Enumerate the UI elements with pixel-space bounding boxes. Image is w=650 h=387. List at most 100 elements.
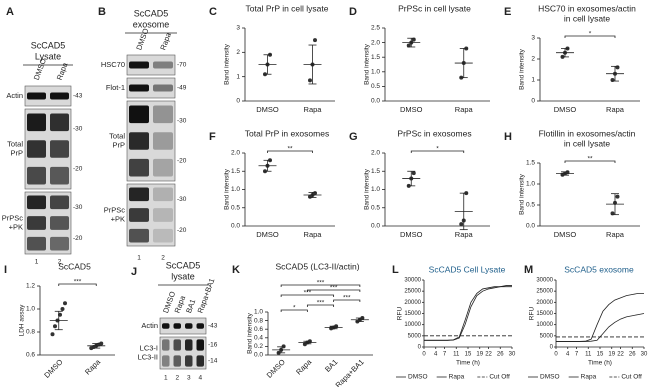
legend-label: Cut Off	[621, 374, 642, 381]
mw-marker: -30	[177, 118, 187, 125]
y-axis-label: Band intensity	[247, 312, 254, 354]
significance-bracket	[280, 294, 335, 297]
mw-marker: -30	[73, 126, 83, 133]
band	[162, 323, 170, 329]
y-tick-label: 10000	[536, 322, 553, 328]
y-tick-label: 1.5	[371, 168, 380, 175]
x-tick-label: 15	[465, 352, 472, 358]
mw-marker: -43	[73, 93, 83, 100]
lane-number: 2	[58, 259, 62, 266]
significance-label: *	[293, 305, 296, 312]
y-axis-label: Band intensity	[364, 43, 371, 85]
x-tick-label: DMSO	[265, 357, 287, 379]
y-tick-label: 1.0	[371, 69, 380, 76]
band	[129, 208, 149, 222]
chart-title: HSC70 in exosomes/actin	[538, 3, 636, 13]
band	[153, 61, 173, 69]
panel-letter: H	[504, 131, 512, 143]
y-tick-label: 1.0	[26, 306, 35, 313]
legend-label: Rapa	[581, 374, 597, 381]
lane-number: 1	[137, 255, 141, 262]
x-tick-label: Rapa	[606, 105, 625, 114]
y-tick-label: 5000	[540, 333, 554, 339]
panel-letter: B	[98, 6, 106, 18]
y-tick-label: 1	[236, 73, 240, 80]
significance-bracket	[564, 35, 616, 38]
x-tick-label: Rapa+BA1	[334, 357, 366, 387]
band	[173, 323, 181, 329]
mw-marker: -14	[208, 358, 218, 365]
y-tick-label: 2	[236, 49, 240, 56]
band	[50, 195, 69, 210]
x-tick-label: BA1	[323, 357, 339, 373]
x-axis-label: Time (h)	[588, 360, 612, 367]
chart-title: ScCAD5 Cell Lysate	[429, 264, 506, 274]
chart-title: Total PrP in cell lysate	[246, 3, 329, 13]
series-line	[556, 293, 644, 342]
band	[153, 208, 173, 222]
y-axis-label: Band intensity	[224, 168, 231, 210]
band	[129, 187, 149, 202]
significance-bracket	[306, 289, 361, 292]
blot-title: lysate	[171, 271, 195, 281]
y-tick-label: 0.8	[26, 329, 35, 336]
band	[162, 355, 170, 367]
row-label: Flot-1	[106, 83, 125, 92]
significance-bracket	[58, 283, 97, 286]
band	[129, 84, 149, 92]
series-line	[424, 285, 512, 341]
y-tick-label: 0	[418, 345, 422, 351]
chart-title: ScCAD5	[58, 261, 91, 271]
band	[185, 339, 193, 351]
blot-panel	[126, 54, 176, 76]
chart-title: in cell lysate	[564, 138, 611, 148]
panel-letter: L	[392, 264, 399, 276]
y-tick-label: 10000	[404, 322, 421, 328]
panel-letter: F	[209, 131, 216, 143]
band	[27, 166, 46, 185]
band	[129, 228, 149, 243]
row-label: PrP	[10, 148, 23, 157]
y-tick-label: 0.0	[371, 223, 380, 230]
blot-panel	[24, 85, 72, 107]
mw-marker: -20	[177, 158, 187, 165]
band	[129, 61, 149, 69]
lane-label: Rapa	[55, 61, 70, 82]
row-label: PrPSc	[2, 213, 24, 222]
y-axis-label: Band intensity	[364, 168, 371, 210]
significance-label: ***	[74, 279, 82, 286]
blot-title: exosome	[133, 19, 170, 29]
chart-title: ScCAD5 exosome	[564, 264, 634, 274]
lane-label: Rapa+BA1	[196, 277, 217, 314]
y-tick-label: 0.0	[526, 223, 535, 230]
y-tick-label: 15000	[404, 311, 421, 317]
x-tick-label: DMSO	[256, 230, 279, 239]
significance-label: **	[287, 146, 293, 153]
x-tick-label: DMSO	[554, 230, 577, 239]
band	[153, 228, 173, 243]
y-tick-label: 0.6	[254, 326, 263, 333]
significance-label: *	[436, 146, 439, 153]
panel-letter: M	[524, 264, 533, 276]
band	[129, 158, 149, 177]
band	[153, 158, 173, 177]
y-axis-label: Band intensity	[519, 48, 526, 90]
mw-marker: -49	[177, 85, 187, 92]
y-tick-label: 20000	[404, 300, 421, 306]
band	[50, 166, 69, 185]
y-axis-label: LDH assay	[19, 304, 26, 337]
mw-marker: -16	[208, 342, 218, 349]
data-point	[99, 341, 104, 346]
band	[27, 140, 46, 158]
x-tick-label: 30	[641, 352, 648, 358]
row-label: LC3-I	[140, 343, 158, 352]
y-tick-label: 0.6	[26, 352, 35, 359]
band	[173, 339, 181, 351]
band	[27, 195, 46, 210]
y-tick-label: 15000	[536, 311, 553, 317]
x-tick-label: 11	[585, 352, 592, 358]
row-label: Actin	[141, 321, 158, 330]
y-tick-label: 25000	[536, 289, 553, 295]
y-tick-label: 0.5	[231, 204, 240, 211]
